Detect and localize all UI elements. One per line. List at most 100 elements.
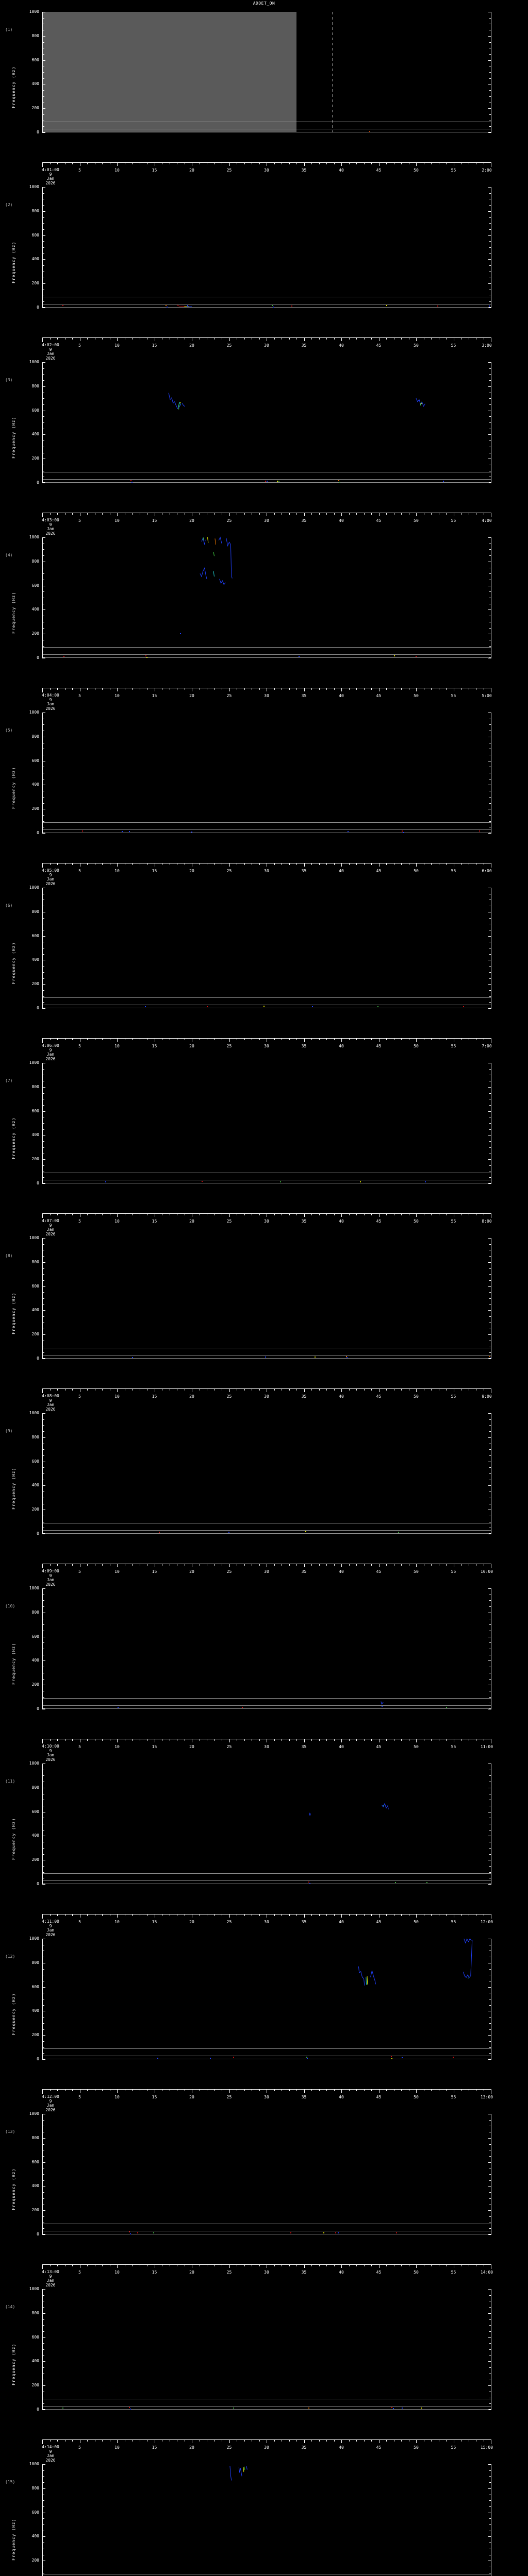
x-tick: [326, 1038, 327, 1040]
y-tick: [489, 1872, 491, 1873]
y-tick: [42, 187, 45, 188]
x-tick-label: 30: [264, 1219, 269, 1224]
detection-dot: [335, 2232, 337, 2233]
y-tick: [42, 1334, 45, 1335]
x-tick: [446, 863, 447, 865]
x-tick-label: 40: [339, 1920, 344, 1924]
x-tick: [356, 1038, 357, 1040]
y-axis-left: [42, 12, 45, 133]
plot-area-5[interactable]: [42, 713, 491, 833]
plot-area-3[interactable]: [42, 362, 491, 483]
x-tick-label: 5: [78, 2095, 81, 2099]
x-tick-label: 25: [226, 2095, 232, 2099]
y-tick: [489, 1854, 491, 1855]
detection-dot: [402, 2408, 403, 2409]
x-tick: [117, 1739, 118, 1742]
x-tick: [311, 1388, 312, 1391]
x-tick: [371, 1914, 372, 1916]
x-tick-label: 35: [301, 2095, 307, 2099]
plot-area-2[interactable]: [42, 187, 491, 308]
y-tick: [489, 646, 491, 647]
y-tick: [488, 386, 491, 387]
plot-area-15[interactable]: [42, 2464, 491, 2576]
y-axis-title: Frequency (Hz): [11, 2518, 16, 2561]
y-axis-title: Frequency (Hz): [11, 1467, 16, 1510]
y-tick: [488, 259, 491, 260]
x-axis-end-label: 11:00: [480, 1744, 493, 1749]
y-tick: [489, 2047, 491, 2048]
x-tick: [87, 2439, 88, 2442]
y-tick: [42, 1008, 45, 1009]
x-tick: [132, 1038, 133, 1040]
x-tick: [349, 863, 350, 865]
y-tick-label: 200: [31, 631, 39, 636]
plot-area-9[interactable]: [42, 1413, 491, 1534]
x-tick: [386, 1564, 387, 1566]
x-tick: [319, 1038, 320, 1040]
x-tick-label: 25: [226, 2445, 232, 2450]
y-tick-label: 400: [31, 432, 39, 437]
y-tick: [489, 2482, 491, 2483]
y-tick: [489, 2331, 491, 2332]
detection-dot: [305, 1531, 307, 1533]
x-tick: [102, 1038, 103, 1040]
detection-dot: [395, 2232, 397, 2233]
x-tick: [446, 337, 447, 340]
x-tick-label: 20: [189, 869, 194, 873]
detection-dot: [105, 1181, 106, 1182]
y-tick: [42, 2053, 44, 2054]
x-tick-label: 55: [451, 2445, 456, 2450]
axis-cap: [42, 1533, 45, 1534]
plot-area-10[interactable]: [42, 1588, 491, 1709]
x-axis-end-label: 5:00: [482, 693, 492, 698]
x-tick-label: 20: [189, 693, 194, 698]
y-axis-title: Frequency (Hz): [11, 1117, 16, 1160]
detection-dot: [398, 1531, 400, 1533]
plot-area-8[interactable]: [42, 1238, 491, 1359]
x-tick: [334, 688, 335, 690]
x-tick: [341, 1038, 342, 1042]
detection-dot: [129, 2231, 130, 2233]
plot-area-6[interactable]: [42, 888, 491, 1008]
plot-area-4[interactable]: [42, 536, 491, 658]
detection-dot: [393, 655, 395, 657]
x-tick: [326, 337, 327, 340]
x-tick: [289, 337, 290, 340]
track-polyline: [358, 1966, 365, 1986]
y-tick: [489, 918, 491, 919]
plot-area-13[interactable]: [42, 2114, 491, 2234]
x-tick: [117, 1213, 118, 1217]
plot-area-12[interactable]: [42, 1938, 491, 2059]
y-tick: [42, 2059, 45, 2060]
x-tick: [341, 863, 342, 867]
y-tick: [42, 1449, 44, 1450]
y-tick: [42, 1431, 44, 1432]
x-tick: [378, 2439, 380, 2443]
x-tick: [416, 2264, 417, 2268]
y-tick: [42, 126, 44, 127]
detection-tracks: [358, 1938, 473, 1986]
x-tick: [87, 688, 88, 690]
x-tick: [319, 513, 320, 515]
y-tick: [42, 1141, 44, 1142]
x-tick-label: 15: [152, 2095, 157, 2099]
plot-area-11[interactable]: [42, 1764, 491, 1884]
y-tick: [42, 2295, 44, 2296]
plot-area-7[interactable]: [42, 1063, 491, 1183]
detection-dot: [307, 2057, 308, 2059]
x-tick: [341, 2439, 342, 2443]
y-tick: [42, 978, 44, 979]
y-tick-label: 400: [31, 1833, 39, 1838]
y-tick: [42, 72, 44, 73]
y-tick: [489, 2349, 491, 2350]
plot-area-1[interactable]: [42, 12, 491, 132]
x-tick: [378, 1564, 380, 1567]
y-tick-label: 600: [31, 583, 39, 588]
plot-area-14[interactable]: [42, 2289, 491, 2410]
y-tick: [42, 398, 44, 399]
track-polyline: [381, 1701, 384, 1705]
y-axis-title: Frequency (Hz): [11, 767, 16, 809]
y-tick: [42, 2464, 45, 2465]
y-tick: [42, 2476, 44, 2477]
y-tick: [42, 229, 44, 230]
